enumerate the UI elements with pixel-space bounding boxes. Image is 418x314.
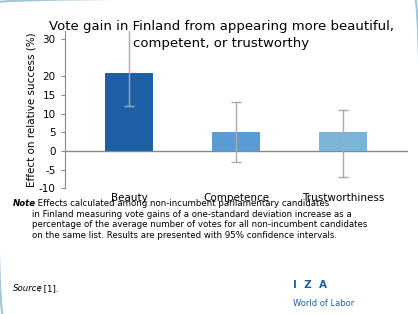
Text: : Effects calculated among non-incumbent parliamentary candidates
in Finland mea: : Effects calculated among non-incumbent… xyxy=(32,199,367,240)
Bar xyxy=(319,132,367,151)
Y-axis label: Effect on relative success (%): Effect on relative success (%) xyxy=(26,33,36,187)
Text: : [1].: : [1]. xyxy=(38,284,59,293)
Bar xyxy=(212,132,260,151)
Text: Vote gain in Finland from appearing more beautiful,
competent, or trustworthy: Vote gain in Finland from appearing more… xyxy=(49,20,394,51)
Text: Source: Source xyxy=(13,284,42,293)
Bar xyxy=(105,73,153,151)
Text: I  Z  A: I Z A xyxy=(293,280,326,290)
Text: Note: Note xyxy=(13,199,36,208)
Text: World of Labor: World of Labor xyxy=(293,299,354,308)
